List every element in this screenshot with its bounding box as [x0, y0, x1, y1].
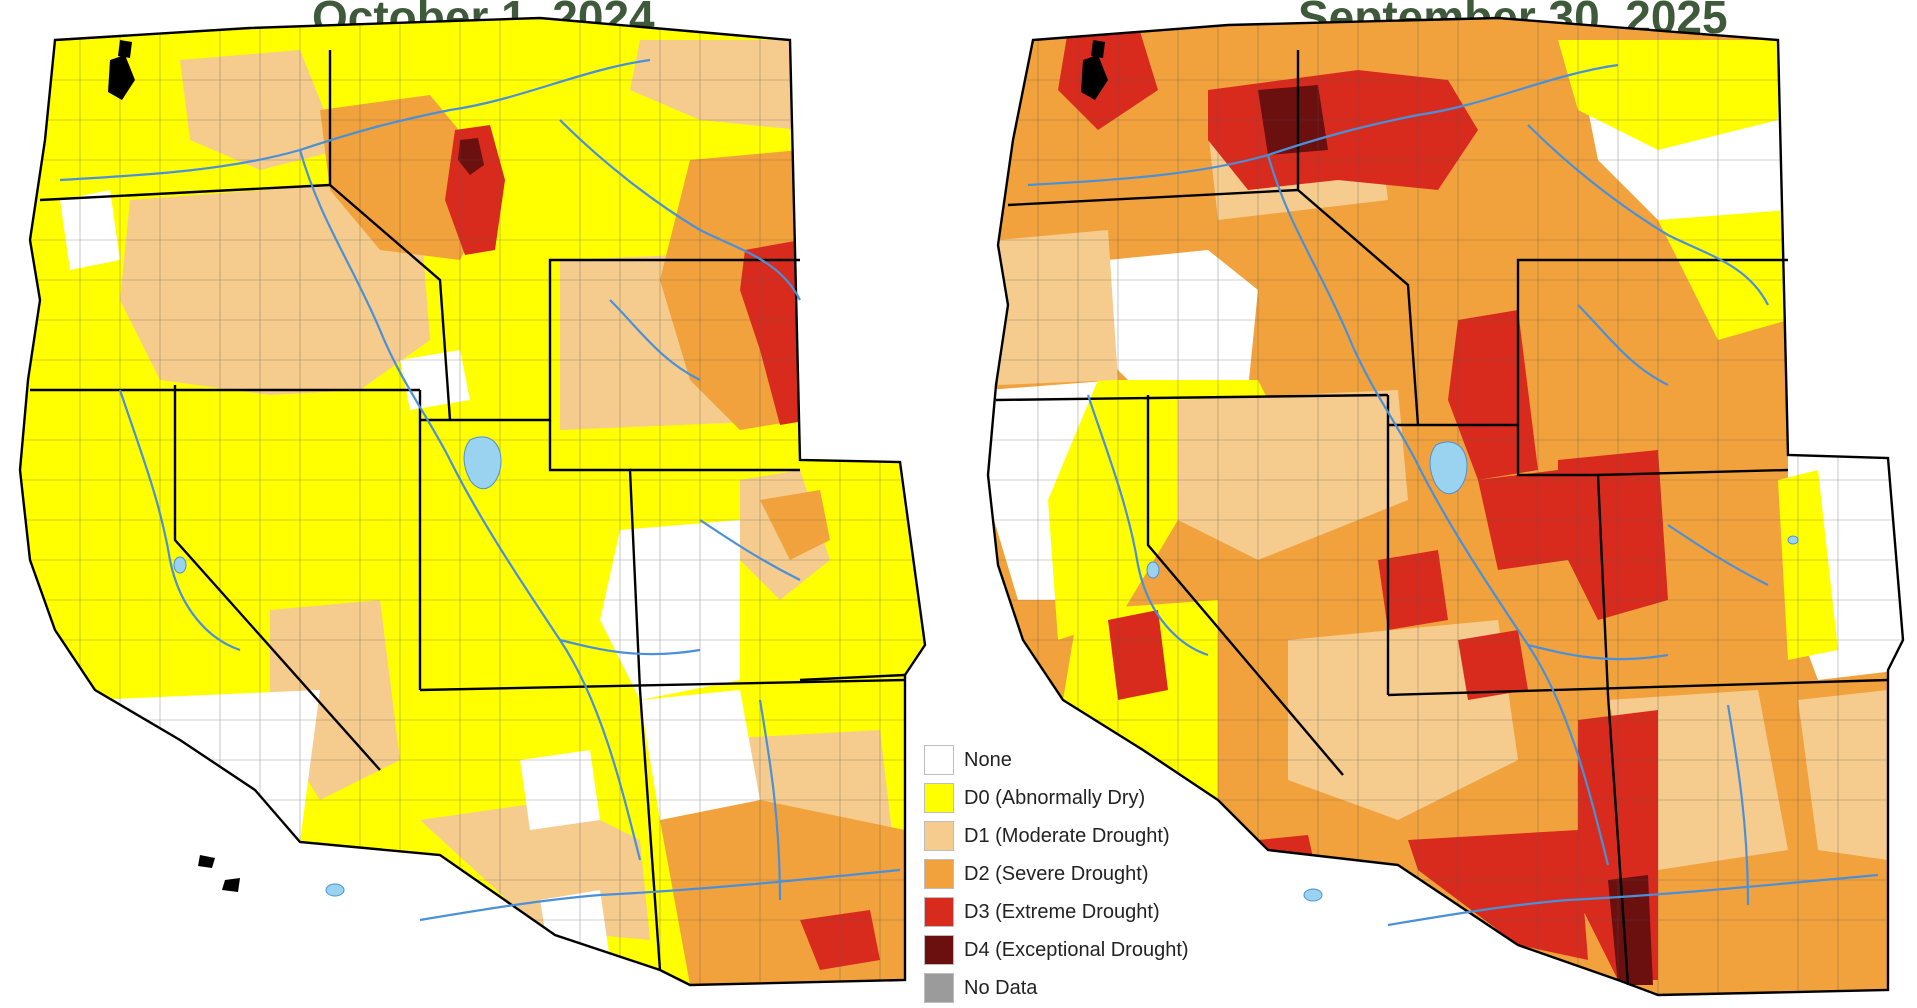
legend-swatch-none: [924, 745, 954, 775]
islands-2025: [1081, 40, 1108, 100]
lakes-2025: [1146, 441, 1799, 902]
legend-item-d1: D1 (Moderate Drought): [924, 821, 1170, 851]
legend-label-no-data: No Data: [964, 976, 1038, 999]
lakes-2024: [173, 436, 502, 897]
state-borders-2024: [18, 16, 927, 987]
legend-item-d0: D0 (Abnormally Dry): [924, 783, 1145, 813]
legend-label-none: None: [964, 748, 1012, 771]
legend-swatch-d4: [924, 935, 954, 965]
drought-regions-2025: [988, 18, 1903, 995]
drought-map-2025: [986, 16, 1905, 997]
legend-swatch-d1: [924, 821, 954, 851]
rivers-2025: [1027, 63, 1879, 927]
legend-swatch-no-data: [924, 973, 954, 1003]
legend-item-d4: D4 (Exceptional Drought): [924, 935, 1189, 965]
legend-item-d2: D2 (Severe Drought): [924, 859, 1149, 889]
rivers-2024: [59, 58, 901, 922]
legend-label-d1: D1 (Moderate Drought): [964, 824, 1170, 847]
state-borders-2025: [986, 16, 1905, 997]
legend-swatch-d3: [924, 897, 954, 927]
legend-item-d3: D3 (Extreme Drought): [924, 897, 1160, 927]
islands-2024: [108, 40, 240, 892]
legend-item-no-data: No Data: [924, 973, 1037, 1003]
legend-label-d2: D2 (Severe Drought): [964, 862, 1149, 885]
county-lines-2024: [20, 18, 925, 985]
legend-label-d3: D3 (Extreme Drought): [964, 900, 1160, 923]
county-lines-2025: [988, 18, 1903, 995]
legend-label-d4: D4 (Exceptional Drought): [964, 938, 1189, 961]
legend-swatch-d0: [924, 783, 954, 813]
legend-label-d0: D0 (Abnormally Dry): [964, 786, 1146, 809]
drought-map-2024: [18, 16, 927, 987]
drought-regions-2024: [20, 18, 925, 985]
legend-swatch-d2: [924, 859, 954, 889]
legend-item-none: None: [924, 745, 1012, 775]
